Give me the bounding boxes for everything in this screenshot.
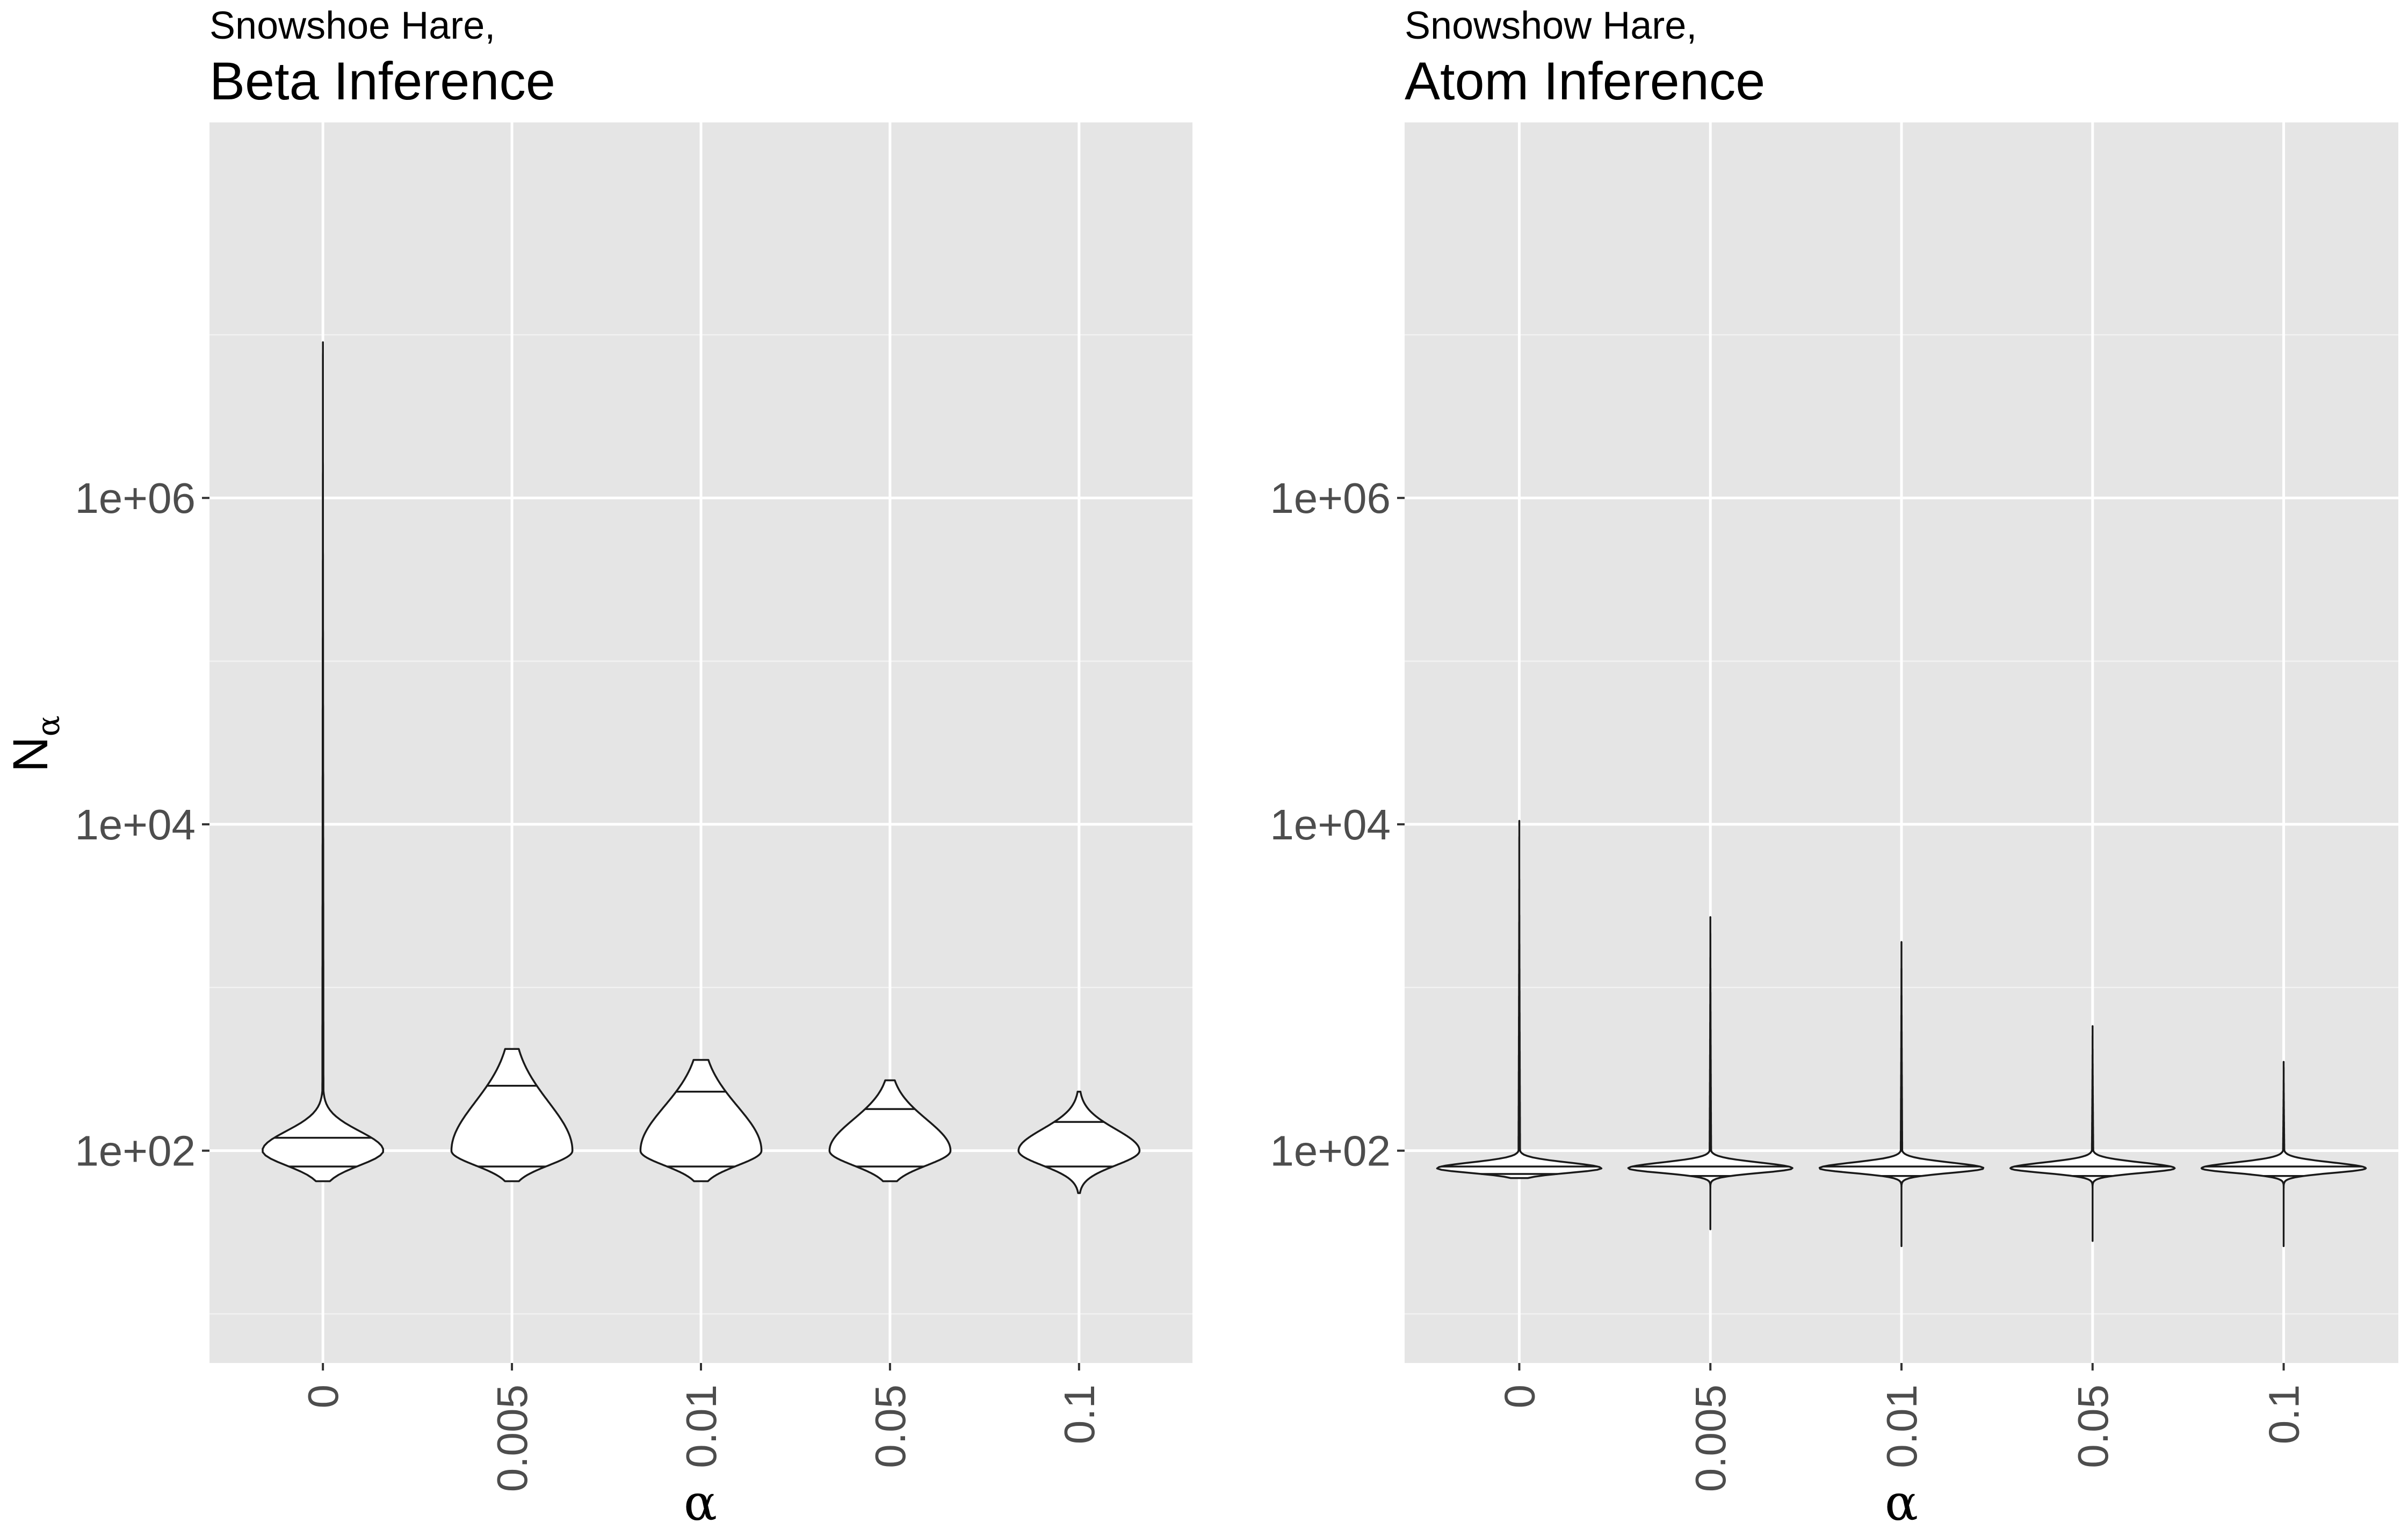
x-tick-label: 0.005	[488, 1384, 536, 1492]
x-axis-title: α	[1885, 1474, 1918, 1532]
x-tick-label: 0	[299, 1384, 347, 1409]
violin-0.1	[2200, 1061, 2367, 1248]
x-tick-label: 0.1	[1055, 1384, 1103, 1444]
panel-title: Atom Inference	[1405, 51, 1765, 111]
y-axis: 1e+02 1e+04 1e+06	[1270, 474, 1405, 1175]
violin-0	[262, 341, 385, 1183]
y-tick-label: 1e+02	[75, 1127, 196, 1175]
y-axis: 1e+02 1e+04 1e+06	[75, 474, 209, 1175]
x-axis: 0 0.005 0.01 0.05 0.1	[1495, 1363, 2308, 1492]
y-axis-title-subscript: α	[30, 715, 67, 736]
panel-subtitle: Snowshoe Hare,	[209, 4, 495, 47]
x-tick-label: 0.01	[1878, 1384, 1926, 1468]
svg-text:Nα: Nα	[3, 715, 67, 772]
violin-0.01	[1818, 941, 1985, 1248]
x-tick-label: 0.05	[866, 1384, 914, 1468]
y-tick-label: 1e+04	[1270, 801, 1391, 849]
y-tick-label: 1e+06	[1270, 474, 1391, 522]
violin-0.005	[450, 1048, 574, 1183]
violin-0.05	[2009, 1025, 2176, 1242]
y-axis-title-main: N	[3, 736, 58, 772]
y-axis-title: Nα	[3, 715, 67, 772]
x-axis: 0 0.005 0.01 0.05 0.1	[299, 1363, 1103, 1492]
x-tick-label: 0.01	[677, 1384, 725, 1468]
y-tick-label: 1e+06	[75, 474, 196, 522]
beta-inference-panel: Snowshoe Hare, Beta Inference 1e+02 1e+04…	[3, 4, 1192, 1532]
x-tick-label: 0.05	[2069, 1384, 2117, 1468]
violin-0.1	[1017, 1090, 1141, 1194]
violin-0.05	[828, 1079, 952, 1183]
x-tick-label: 0	[1495, 1384, 1543, 1409]
x-tick-label: 0.005	[1687, 1384, 1734, 1492]
violin-0.01	[639, 1058, 763, 1183]
atom-inference-panel: Snowshow Hare, Atom Inference 1e+02 1e+04…	[1270, 4, 2398, 1532]
violin-0	[1436, 820, 1603, 1179]
y-tick-label: 1e+04	[75, 801, 196, 849]
x-tick-label: 0.1	[2260, 1384, 2308, 1444]
violin-series	[1436, 820, 2367, 1248]
x-axis-title: α	[684, 1474, 717, 1532]
violin-series	[262, 341, 1141, 1194]
panel-subtitle: Snowshow Hare,	[1405, 4, 1697, 47]
panel-title: Beta Inference	[209, 51, 555, 111]
violin-0.005	[1627, 916, 1794, 1230]
y-tick-label: 1e+02	[1270, 1127, 1391, 1175]
